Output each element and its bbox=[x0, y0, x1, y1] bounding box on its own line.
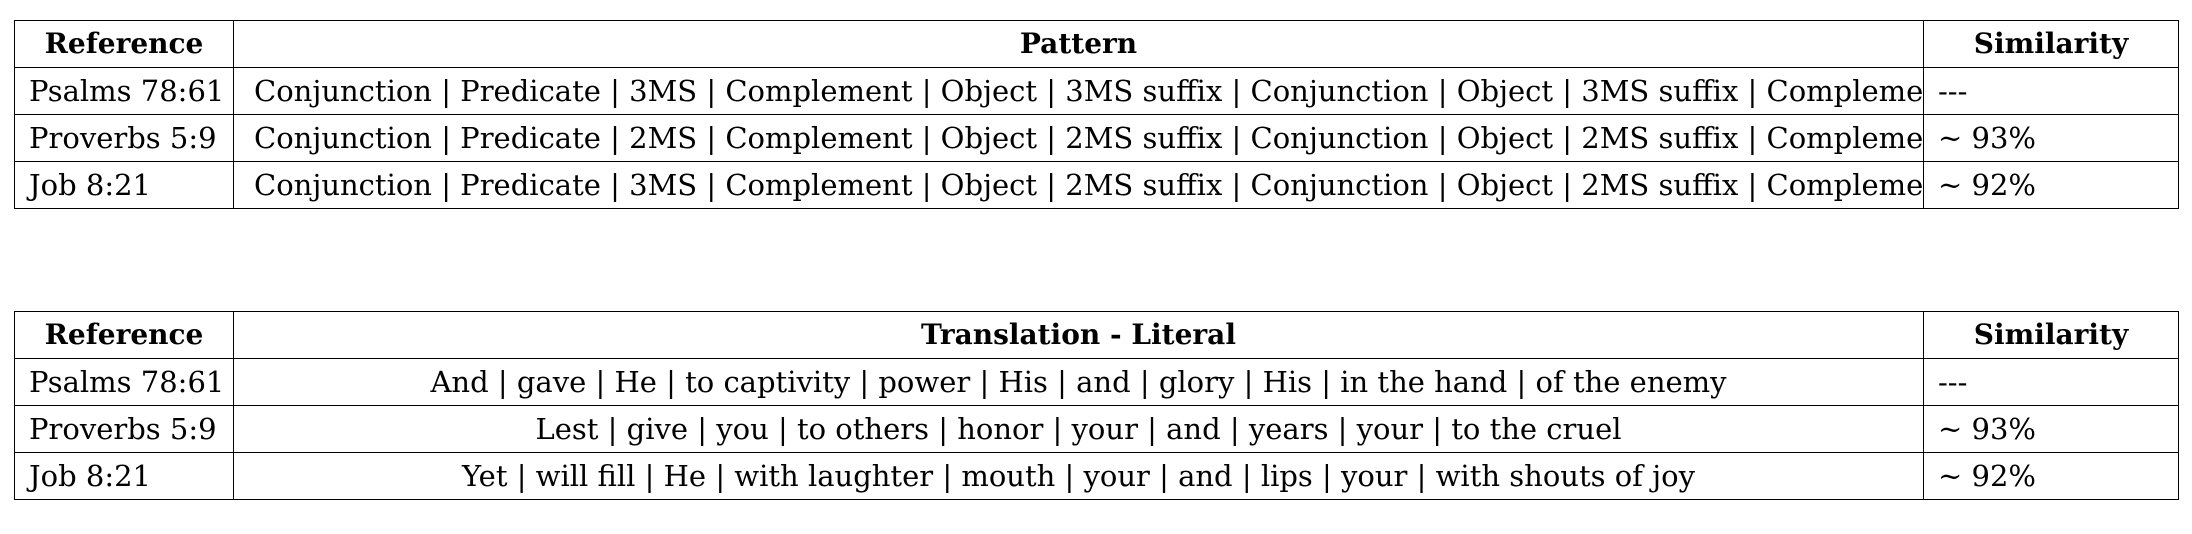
pattern-table: Reference Pattern Similarity Psalms 78:6… bbox=[14, 20, 2179, 209]
table-row: Job 8:21 Conjunction | Predicate | 3MS |… bbox=[14, 161, 2179, 209]
table-row: Psalms 78:61 Conjunction | Predicate | 3… bbox=[14, 67, 2179, 115]
translation-header-row: Reference Translation - Literal Similari… bbox=[14, 311, 2179, 359]
translation-table: Reference Translation - Literal Similari… bbox=[14, 311, 2179, 500]
column-header-pattern: Pattern bbox=[233, 20, 1924, 68]
translation-cell: And | gave | He | to captivity | power |… bbox=[233, 358, 1924, 406]
column-header-similarity: Similarity bbox=[1923, 20, 2179, 68]
pattern-cell: Conjunction | Predicate | 3MS | Compleme… bbox=[233, 67, 1924, 115]
reference-cell: Psalms 78:61 bbox=[14, 358, 234, 406]
table-row: Psalms 78:61 And | gave | He | to captiv… bbox=[14, 358, 2179, 406]
translation-cell: Lest | give | you | to others | honor | … bbox=[233, 405, 1924, 453]
table-row: Proverbs 5:9 Conjunction | Predicate | 2… bbox=[14, 114, 2179, 162]
translation-cell: Yet | will fill | He | with laughter | m… bbox=[233, 452, 1924, 500]
column-header-reference: Reference bbox=[14, 311, 234, 359]
reference-cell: Proverbs 5:9 bbox=[14, 405, 234, 453]
similarity-cell: ~ 93% bbox=[1923, 405, 2179, 453]
reference-cell: Job 8:21 bbox=[14, 452, 234, 500]
pattern-cell: Conjunction | Predicate | 2MS | Compleme… bbox=[233, 114, 1924, 162]
similarity-cell: --- bbox=[1923, 67, 2179, 115]
reference-cell: Job 8:21 bbox=[14, 161, 234, 209]
pattern-cell: Conjunction | Predicate | 3MS | Compleme… bbox=[233, 161, 1924, 209]
reference-cell: Psalms 78:61 bbox=[14, 67, 234, 115]
column-header-reference: Reference bbox=[14, 20, 234, 68]
table-row: Proverbs 5:9 Lest | give | you | to othe… bbox=[14, 405, 2179, 453]
column-header-translation: Translation - Literal bbox=[233, 311, 1924, 359]
reference-cell: Proverbs 5:9 bbox=[14, 114, 234, 162]
similarity-cell: ~ 93% bbox=[1923, 114, 2179, 162]
similarity-cell: ~ 92% bbox=[1923, 452, 2179, 500]
similarity-cell: --- bbox=[1923, 358, 2179, 406]
table-row: Job 8:21 Yet | will fill | He | with lau… bbox=[14, 452, 2179, 500]
similarity-cell: ~ 92% bbox=[1923, 161, 2179, 209]
pattern-header-row: Reference Pattern Similarity bbox=[14, 20, 2179, 68]
column-header-similarity: Similarity bbox=[1923, 311, 2179, 359]
